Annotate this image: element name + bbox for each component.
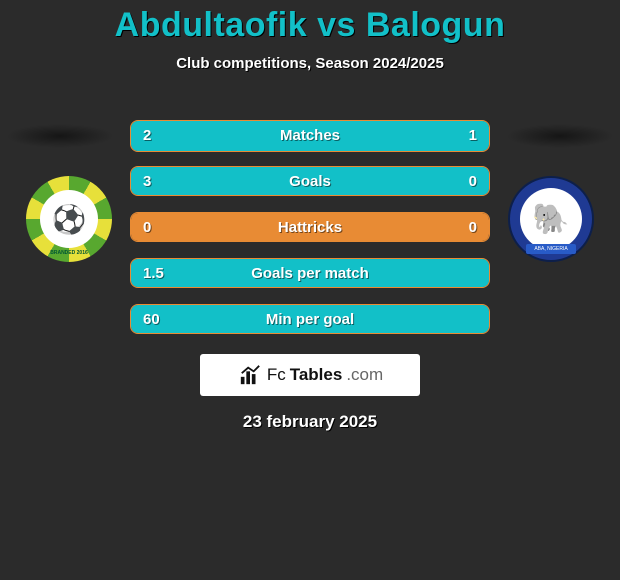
left-player-badge: ⚽ BRANDED 2016	[26, 176, 112, 262]
page-title: Abdultaofik vs Balogun	[0, 6, 620, 45]
stat-row: 1.5Goals per match	[130, 258, 490, 290]
stat-row: 30Goals	[130, 166, 490, 198]
brand-box: FcTables.com	[200, 354, 420, 396]
soccer-ball-icon: ⚽	[52, 203, 87, 236]
page-subtitle: Club competitions, Season 2024/2025	[0, 55, 620, 72]
brand-com: .com	[346, 365, 383, 385]
stat-row: 60Min per goal	[130, 304, 490, 336]
bars-chart-icon	[237, 364, 263, 386]
stat-right-value: 0	[457, 213, 489, 242]
elephant-icon: 🐘	[532, 202, 569, 237]
stat-left-value: 0	[131, 213, 163, 242]
stat-row: 21Matches	[130, 120, 490, 152]
stat-row: 00Hattricks	[130, 212, 490, 244]
brand-fc: Fc	[267, 365, 286, 385]
shadow-right	[506, 124, 614, 148]
stat-right-value	[465, 305, 489, 334]
stat-left-value: 3	[131, 167, 163, 196]
stat-left-value: 60	[131, 305, 172, 334]
date-line: 23 february 2025	[0, 412, 620, 432]
left-badge-microtext: BRANDED 2016	[50, 250, 88, 256]
right-badge-ribbon: ABA, NIGERIA	[526, 244, 576, 254]
stat-right-value	[465, 259, 489, 288]
stat-right-value: 1	[457, 121, 489, 151]
stat-left-value: 1.5	[131, 259, 176, 288]
brand-tables: Tables	[290, 365, 343, 385]
stats-bars: 21Matches30Goals00Hattricks1.5Goals per …	[130, 120, 490, 350]
stat-right-value: 0	[457, 167, 489, 196]
shadow-left	[6, 124, 114, 148]
right-player-badge: 🐘 ABA, NIGERIA	[508, 176, 594, 262]
stat-left-value: 2	[131, 121, 163, 151]
